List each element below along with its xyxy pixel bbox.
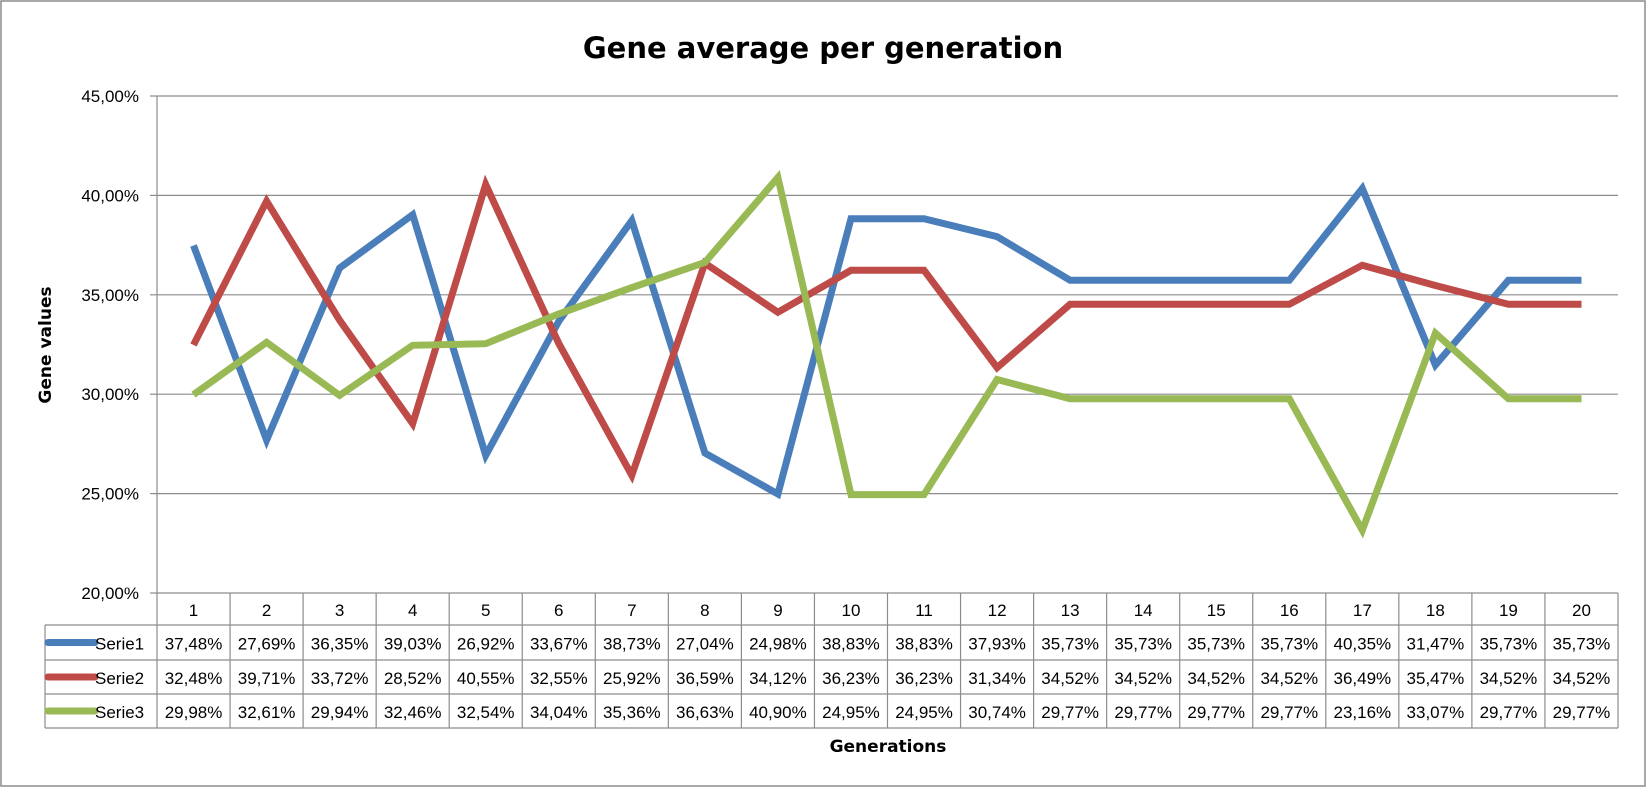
x-axis-label: Generations <box>830 737 947 757</box>
table-cell-value: 29,77% <box>1480 703 1538 722</box>
table-cell-value: 39,71% <box>238 669 296 688</box>
table-cell-value: 31,47% <box>1407 635 1465 654</box>
table-cell-value: 27,69% <box>238 635 296 654</box>
y-tick-label: 45,00% <box>81 87 139 106</box>
table-cell-value: 27,04% <box>676 635 734 654</box>
table-cell-value: 38,73% <box>603 635 661 654</box>
table-cell-value: 40,35% <box>1333 635 1391 654</box>
y-tick-label: 30,00% <box>81 385 139 404</box>
table-cell-value: 33,67% <box>530 635 588 654</box>
table-cell-value: 35,73% <box>1041 635 1099 654</box>
table-cell-value: 38,83% <box>822 635 880 654</box>
chart-title: Gene average per generation <box>583 31 1063 65</box>
x-category-label: 13 <box>1061 601 1080 620</box>
table-cell-value: 34,52% <box>1187 669 1245 688</box>
table-cell-value: 34,52% <box>1553 669 1611 688</box>
x-category-label: 5 <box>481 601 490 620</box>
table-cell-value: 32,48% <box>165 669 223 688</box>
table-cell-value: 33,72% <box>311 669 369 688</box>
series-line-serie2 <box>190 174 1582 484</box>
table-cell-value: 35,73% <box>1114 635 1172 654</box>
table-cell-value: 28,52% <box>384 669 442 688</box>
table-cell-value: 32,61% <box>238 703 296 722</box>
legend-series-name: Serie3 <box>95 703 144 722</box>
table-cell-value: 33,07% <box>1407 703 1465 722</box>
table-cell-value: 36,23% <box>895 669 953 688</box>
x-category-label: 15 <box>1207 601 1226 620</box>
table-cell-value: 29,94% <box>311 703 369 722</box>
table-cell-value: 32,46% <box>384 703 442 722</box>
table-cell-value: 35,73% <box>1187 635 1245 654</box>
x-category-label: 18 <box>1426 601 1445 620</box>
y-tick-label: 40,00% <box>81 186 139 205</box>
table-cell-value: 36,59% <box>676 669 734 688</box>
table-cell-value: 29,77% <box>1187 703 1245 722</box>
table-cell-value: 24,98% <box>749 635 807 654</box>
table-cell-value: 34,04% <box>530 703 588 722</box>
y-axis-label: Gene values <box>36 286 56 403</box>
series-line-serie3 <box>191 169 1582 539</box>
table-cell-value: 34,52% <box>1114 669 1172 688</box>
table-cell-value: 29,77% <box>1553 703 1611 722</box>
legend-series-name: Serie1 <box>95 635 144 654</box>
table-cell-value: 38,83% <box>895 635 953 654</box>
table-cell-value: 34,52% <box>1041 669 1099 688</box>
table-cell-value: 36,35% <box>311 635 369 654</box>
x-category-label: 14 <box>1134 601 1153 620</box>
x-category-label: 4 <box>408 601 417 620</box>
table-cell-value: 35,73% <box>1260 635 1318 654</box>
table-cell-value: 34,52% <box>1480 669 1538 688</box>
table-cell-value: 35,73% <box>1553 635 1611 654</box>
table-cell-value: 24,95% <box>822 703 880 722</box>
series-line-serie1 <box>190 181 1582 500</box>
table-cell-value: 35,47% <box>1407 669 1465 688</box>
x-category-label: 11 <box>915 601 933 620</box>
table-cell-value: 29,77% <box>1114 703 1172 722</box>
x-category-label: 10 <box>842 601 861 620</box>
table-cell-value: 32,54% <box>457 703 515 722</box>
table-cell-value: 36,63% <box>676 703 734 722</box>
x-category-label: 2 <box>262 601 271 620</box>
y-tick-label: 35,00% <box>81 286 139 305</box>
table-cell-value: 23,16% <box>1333 703 1391 722</box>
y-tick-label: 20,00% <box>81 584 139 603</box>
table-cell-value: 37,48% <box>165 635 223 654</box>
x-category-label: 3 <box>335 601 344 620</box>
table-cell-value: 34,52% <box>1260 669 1318 688</box>
table-cell-value: 29,77% <box>1260 703 1318 722</box>
table-cell-value: 35,73% <box>1480 635 1538 654</box>
table-cell-value: 29,77% <box>1041 703 1099 722</box>
x-category-label: 6 <box>554 601 563 620</box>
table-cell-value: 24,95% <box>895 703 953 722</box>
x-category-label: 17 <box>1353 601 1372 620</box>
table-cell-value: 39,03% <box>384 635 442 654</box>
x-category-label: 9 <box>773 601 782 620</box>
x-category-label: 1 <box>189 601 198 620</box>
table-cell-value: 30,74% <box>968 703 1026 722</box>
table-cell-value: 26,92% <box>457 635 515 654</box>
x-category-label: 16 <box>1280 601 1299 620</box>
table-cell-value: 36,49% <box>1333 669 1391 688</box>
table-cell-value: 35,36% <box>603 703 661 722</box>
x-category-label: 8 <box>700 601 709 620</box>
table-cell-value: 37,93% <box>968 635 1026 654</box>
x-category-label: 7 <box>627 601 636 620</box>
x-category-label: 12 <box>988 601 1007 620</box>
table-cell-value: 40,90% <box>749 703 807 722</box>
legend-series-name: Serie2 <box>95 669 144 688</box>
table-cell-value: 25,92% <box>603 669 661 688</box>
table-cell-value: 36,23% <box>822 669 880 688</box>
y-tick-label: 25,00% <box>81 485 139 504</box>
table-cell-value: 34,12% <box>749 669 807 688</box>
table-cell-value: 31,34% <box>968 669 1026 688</box>
x-category-label: 19 <box>1499 601 1518 620</box>
table-cell-value: 40,55% <box>457 669 515 688</box>
table-cell-value: 32,55% <box>530 669 588 688</box>
table-cell-value: 29,98% <box>165 703 223 722</box>
x-category-label: 20 <box>1572 601 1591 620</box>
